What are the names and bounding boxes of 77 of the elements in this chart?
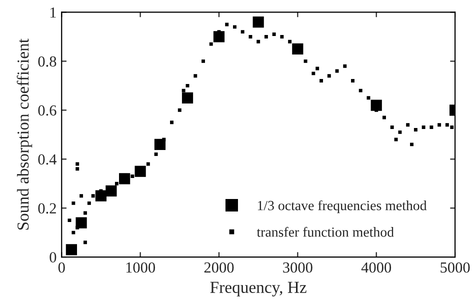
point	[430, 126, 434, 130]
point	[240, 30, 244, 34]
point	[422, 126, 426, 130]
point	[87, 201, 91, 205]
legend-label: transfer function method	[256, 226, 394, 237]
point	[76, 226, 80, 230]
point	[406, 123, 410, 127]
point	[182, 92, 194, 104]
point	[182, 88, 186, 92]
point	[358, 88, 362, 92]
point	[327, 74, 331, 78]
point	[72, 201, 76, 205]
point	[154, 152, 158, 156]
point	[154, 138, 166, 150]
point	[225, 22, 229, 26]
point	[83, 211, 87, 215]
point	[114, 182, 118, 186]
point	[370, 100, 382, 111]
point	[202, 59, 205, 63]
point	[72, 230, 76, 234]
point	[119, 173, 130, 184]
point	[232, 25, 236, 29]
point	[445, 123, 449, 127]
point	[256, 40, 260, 44]
point	[76, 162, 80, 166]
point	[213, 31, 225, 42]
point	[343, 64, 347, 68]
point	[170, 120, 174, 124]
y-tick-label: 0.4	[38, 154, 57, 165]
point	[186, 84, 190, 88]
point	[280, 34, 284, 38]
y-tick-label: 1	[50, 7, 56, 18]
point	[320, 79, 324, 83]
point	[130, 174, 134, 178]
point	[316, 66, 320, 70]
point	[134, 166, 146, 177]
x-tick-label: 2000	[204, 262, 234, 273]
legend-label: 1/3 octave frequencies method	[258, 200, 427, 214]
point	[292, 43, 304, 55]
point	[312, 72, 316, 76]
point	[304, 59, 308, 63]
y-tick-label: 0	[50, 252, 56, 262]
x-tick-label: 5000	[440, 262, 470, 273]
point	[398, 130, 402, 134]
x-tick-label: 3000	[283, 262, 312, 273]
point	[390, 126, 394, 130]
point	[414, 128, 418, 132]
point	[272, 32, 276, 36]
point	[80, 194, 84, 198]
point	[76, 217, 87, 228]
point	[288, 40, 292, 44]
y-tick-label: 0.2	[38, 203, 56, 214]
point	[106, 185, 117, 196]
point	[83, 240, 87, 244]
point	[252, 16, 264, 28]
y-tick-label: 0.8	[38, 56, 56, 67]
point	[438, 123, 442, 127]
x-tick-label: 0	[58, 262, 65, 273]
point	[264, 34, 268, 38]
point	[450, 126, 454, 130]
point	[194, 74, 198, 78]
point	[91, 194, 95, 198]
point	[209, 42, 213, 46]
point	[146, 162, 150, 166]
point	[178, 108, 182, 112]
point	[351, 79, 354, 83]
point	[76, 167, 80, 171]
point	[394, 138, 398, 142]
x-tick-label: 1000	[126, 262, 155, 273]
x-tick-label: 4000	[361, 262, 392, 273]
point	[248, 34, 252, 38]
point	[162, 138, 166, 142]
point	[66, 244, 78, 256]
y-axis-title: Sound absorption coefficient	[16, 38, 32, 230]
point	[410, 142, 414, 146]
y-tick-label: 0.6	[38, 105, 56, 116]
x-axis-title: Frequency, Hz	[210, 282, 306, 296]
